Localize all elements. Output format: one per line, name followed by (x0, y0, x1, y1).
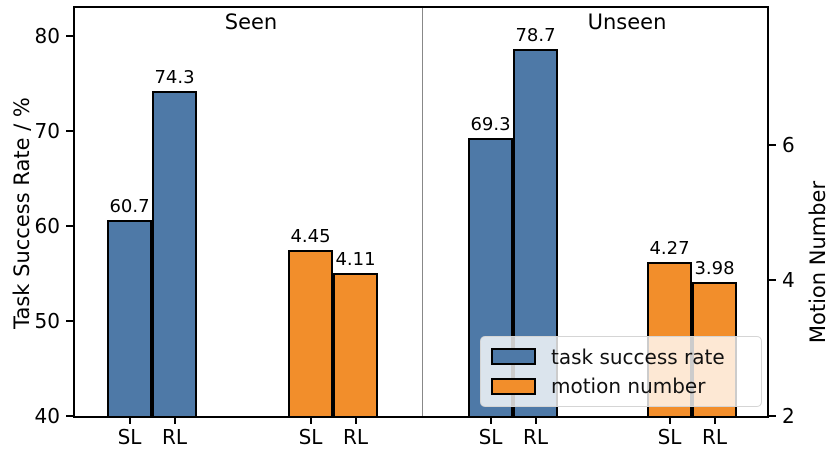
y-tick-label-left: 70 (34, 119, 60, 144)
bar-value-label: 69.3 (470, 113, 511, 135)
bar-seen-motion-number-sl (288, 249, 333, 418)
y-tick-left (66, 415, 73, 417)
bar-seen-task-success-rate-sl (107, 219, 152, 418)
bar-value-label: 74.3 (154, 66, 195, 88)
bar-value-label: 60.7 (109, 195, 150, 217)
bar-value-label: 4.11 (335, 248, 376, 270)
panel-title-seen: Seen (224, 10, 278, 34)
y-tick-label-right: 4 (782, 268, 795, 293)
y-tick-left (66, 225, 73, 228)
x-tick-label: SL (478, 425, 503, 449)
y-tick-left (66, 320, 73, 323)
y-tick-left (66, 35, 73, 38)
bar-value-label: 4.45 (290, 225, 331, 247)
panel-title-unseen: Unseen (587, 10, 667, 34)
y-tick-left (66, 130, 73, 133)
y-tick-label-right: 2 (782, 404, 795, 428)
x-tick-label: SL (657, 425, 682, 449)
legend: task success rate motion number (480, 336, 762, 407)
x-tick (713, 418, 716, 424)
y-tick-label-left: 40 (34, 404, 60, 428)
legend-label: motion number (551, 374, 706, 399)
bar-value-label: 4.27 (649, 238, 690, 260)
y-tick-label-left: 50 (34, 309, 60, 334)
x-tick (668, 418, 671, 424)
legend-item-motion-number: motion number (491, 374, 751, 398)
legend-swatch-task-success-rate-icon (491, 348, 536, 366)
bar-value-label: 3.98 (694, 257, 735, 279)
x-tick (354, 418, 357, 424)
y-tick-right (769, 279, 776, 282)
bar-seen-motion-number-rl (333, 272, 378, 418)
x-tick (534, 418, 537, 424)
x-tick (309, 418, 312, 424)
legend-label: task success rate (551, 344, 725, 369)
legend-swatch-motion-number-icon (491, 377, 536, 395)
y-axis-label-right: Motion Number (806, 180, 830, 344)
y-tick-right (769, 143, 776, 146)
bar-seen-task-success-rate-rl (152, 90, 197, 418)
x-tick (173, 418, 176, 424)
x-tick-label: SL (298, 425, 323, 449)
x-tick-label: RL (161, 425, 188, 449)
bar-value-label: 78.7 (515, 24, 556, 46)
y-tick-label-right: 6 (782, 132, 795, 157)
panel-separator-line (422, 8, 423, 416)
legend-item-task-success-rate: task success rate (491, 345, 751, 369)
x-tick-label: SL (117, 425, 142, 449)
x-tick (489, 418, 492, 424)
y-tick-right (769, 415, 776, 417)
x-tick-label: RL (701, 425, 728, 449)
x-tick-label: RL (342, 425, 369, 449)
x-tick-label: RL (522, 425, 549, 449)
y-tick-label-left: 60 (34, 214, 60, 239)
y-tick-label-left: 80 (34, 24, 60, 49)
x-tick (128, 418, 131, 424)
